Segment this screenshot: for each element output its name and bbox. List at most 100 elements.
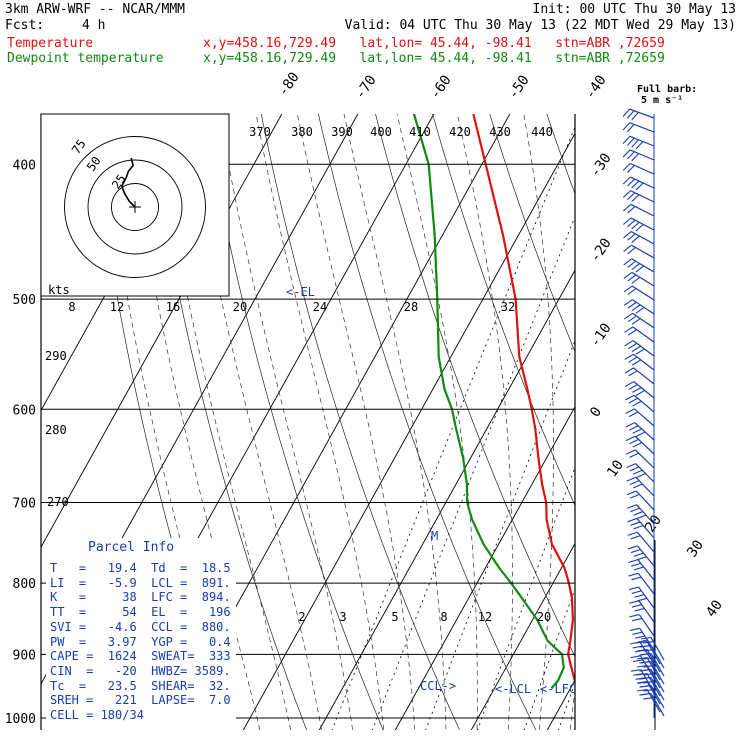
isotherm-line [318, 269, 575, 730]
wind-barb [625, 408, 635, 415]
mixing-ratio-line [331, 125, 575, 730]
wind-barb [623, 299, 633, 306]
parcel-info-row: SVI = -4.6 CCL = 880. [50, 619, 231, 634]
isotherm-label: -80 [275, 69, 303, 99]
mixing-ratio-label: 20 [233, 300, 247, 314]
dry-adiabat-line [146, 114, 307, 730]
wind-barb [622, 108, 630, 117]
wind-barb [635, 265, 645, 273]
parcel-info-row: SREH = 221 LAPSE= 7.0 [50, 693, 231, 708]
isotherm-line [394, 405, 575, 730]
wind-barb [633, 566, 644, 571]
wind-barb [625, 422, 635, 428]
mixing-ratio-label: 3 [339, 610, 346, 624]
hodograph-trace [120, 157, 136, 208]
wind-barb [627, 206, 636, 214]
dry-adiabat-line [375, 114, 575, 658]
mixing-ratio-label: 12 [478, 610, 492, 624]
wind-barb [623, 271, 633, 279]
wind-barb [631, 576, 642, 581]
parcel-info-row: T = 19.4 Td = 18.5 [50, 561, 231, 575]
dry-adiabat-line [674, 0, 740, 740]
wind-barb [622, 203, 632, 212]
mixing-ratio-line [603, 0, 740, 740]
theta-e-label: 420 [449, 125, 471, 139]
wind-barb [635, 389, 646, 396]
parcel-info-row: CIN = -20 HWBZ= 3589. [50, 663, 231, 678]
wind-barb [629, 480, 640, 486]
wind-barb [632, 428, 642, 434]
moist-adiabat-line [659, 0, 740, 740]
wind-barb [629, 108, 655, 119]
isotherm-line [623, 114, 740, 730]
wind-barb [637, 656, 648, 660]
wind-barb [624, 367, 634, 374]
wind-barb [628, 342, 638, 350]
wind-barb [632, 326, 655, 343]
dry-adiabat-line [318, 114, 537, 730]
wind-barb [629, 452, 639, 458]
wind-barb [631, 263, 641, 271]
isotherm-label: 0 [587, 404, 605, 420]
wind-barb [637, 640, 648, 644]
wind-barb [628, 370, 638, 377]
hodograph-units: kts [48, 283, 70, 297]
el-marker: <-EL [286, 285, 315, 299]
wind-barb [635, 306, 645, 314]
wind-barb [631, 590, 642, 594]
wind-barb [624, 381, 635, 387]
wind-barb [634, 607, 645, 612]
wind-barb [626, 124, 635, 133]
moist-adiabat-line [629, 0, 729, 740]
wind-barb [623, 258, 632, 266]
wind-barb [629, 122, 655, 133]
mixing-ratio-label: 20 [537, 610, 551, 624]
wind-barb [643, 640, 654, 644]
hodograph-ring-label: 25 [109, 172, 129, 192]
wind-barb [631, 299, 655, 315]
theta-e-label: 440 [531, 125, 553, 139]
dry-adiabat-line [546, 114, 575, 195]
wind-barb [628, 559, 639, 564]
wind-barb [629, 162, 655, 175]
lcl-marker: <-LCL [495, 682, 531, 696]
dry-adiabat-line [478, 0, 740, 740]
wind-barb [636, 514, 647, 520]
barb-legend-value: 5 m s⁻¹ [641, 95, 684, 106]
wind-barb [627, 274, 637, 282]
isotherm-label: 10 [604, 457, 627, 480]
moist-adiabat-line [456, 114, 513, 730]
wind-barb [632, 617, 643, 622]
hodograph-ring [111, 183, 159, 231]
wind-barb [627, 178, 636, 187]
theta-e-label: 430 [489, 125, 511, 139]
wind-barb [628, 384, 638, 390]
wind-barb [626, 110, 635, 119]
wind-barb [627, 260, 636, 268]
legend-dewpoint-label: Dewpoint temperature [7, 51, 164, 66]
isotherm-label: -70 [352, 72, 380, 102]
wind-barb [627, 517, 638, 523]
wind-barb [643, 672, 654, 676]
valid-time: Valid: 04 UTC Thu 30 May 13 (22 MDT Wed … [344, 18, 736, 33]
theta-e-label: 400 [370, 125, 392, 139]
moist-adiabat-line [296, 114, 416, 730]
wind-barb [643, 680, 654, 684]
moist-adiabat-line [396, 114, 478, 730]
isotherm-label: 40 [703, 597, 726, 620]
wind-barb [628, 586, 639, 591]
dry-adiabat-line [635, 0, 740, 740]
wind-barb [633, 552, 644, 557]
wind-barb [629, 425, 639, 431]
wind-barb [637, 680, 648, 684]
wind-barb [627, 531, 638, 536]
temperature-profile [472, 114, 575, 683]
parcel-info-row: LI = -5.9 LCL = 891. [50, 575, 231, 590]
mixing-ratio-line [425, 339, 575, 730]
wind-barb [630, 548, 641, 554]
wind-barb [631, 235, 640, 243]
mixing-ratio-label: 32 [501, 300, 515, 314]
wind-barb [631, 276, 641, 284]
mixing-ratio-line [580, 0, 740, 740]
theta-label: 290 [45, 349, 67, 363]
